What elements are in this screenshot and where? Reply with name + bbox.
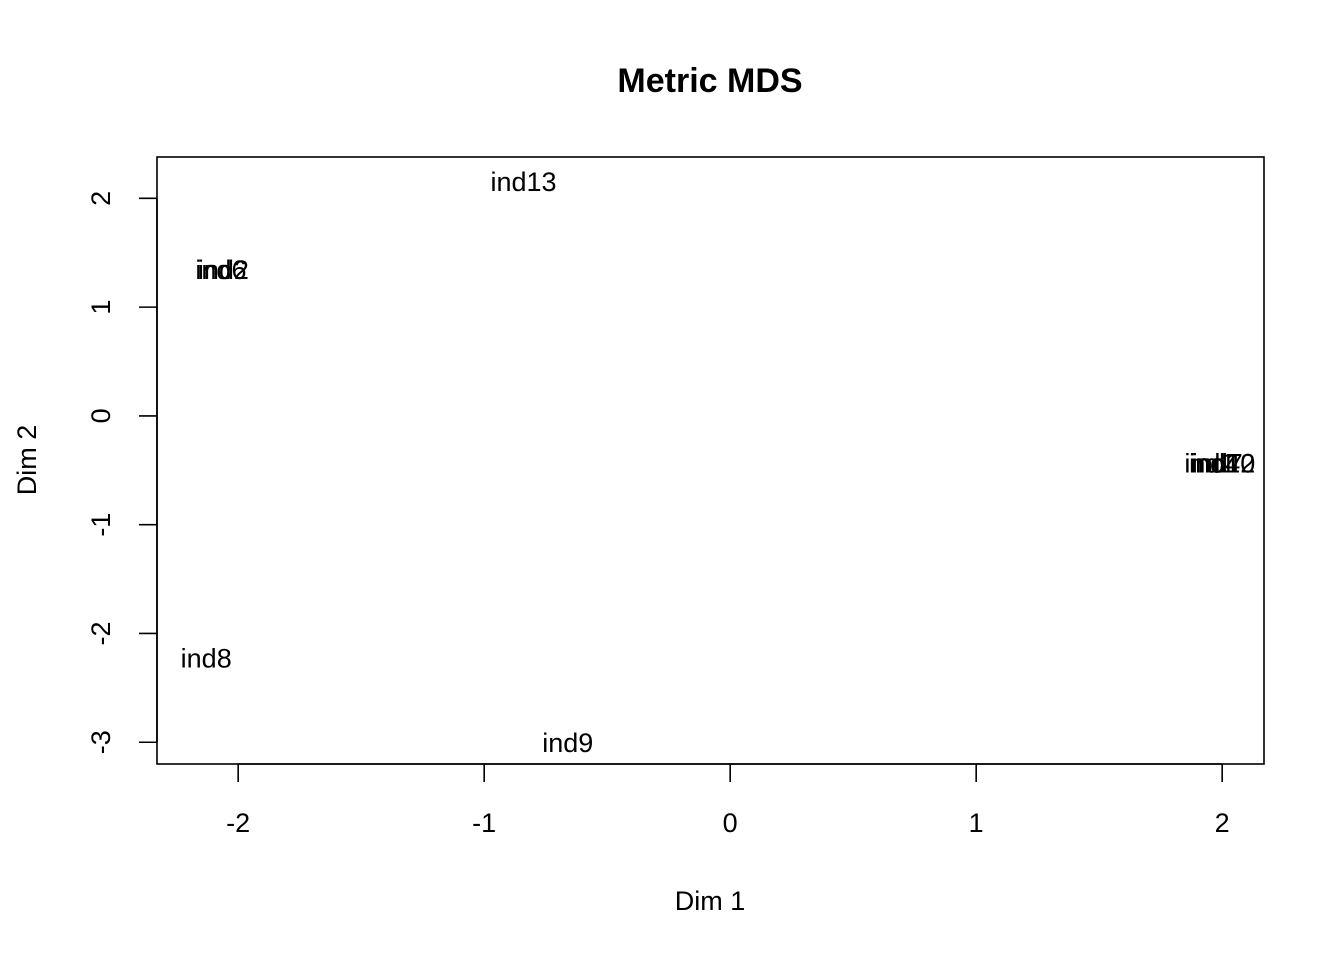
y-axis: -3 -2 -1 0 1 2 xyxy=(86,191,158,754)
x-tick-label: -2 xyxy=(226,808,250,838)
y-axis-title: Dim 2 xyxy=(12,425,42,496)
x-tick-label: 1 xyxy=(969,808,984,838)
point-label-ind13: ind13 xyxy=(491,167,557,197)
point-label-ind7: ind7 xyxy=(1192,449,1243,479)
x-tick-label: -1 xyxy=(472,808,496,838)
y-tick-label: -2 xyxy=(86,621,116,645)
x-axis-title: Dim 1 xyxy=(675,886,746,916)
point-label-ind1: ind1 xyxy=(1184,449,1235,479)
x-tick-label: 2 xyxy=(1215,808,1230,838)
y-tick-label: 0 xyxy=(86,408,116,423)
point-label-ind12: ind12 xyxy=(1189,449,1255,479)
point-label-ind9: ind9 xyxy=(542,728,593,758)
plot-frame xyxy=(156,156,1265,765)
point-label-ind6: ind6 xyxy=(195,255,246,285)
point-label-ind8: ind8 xyxy=(181,643,232,673)
y-tick-label: -1 xyxy=(86,513,116,537)
chart-title: Metric MDS xyxy=(617,62,802,100)
point-label-ind10: ind10 xyxy=(1189,449,1255,479)
y-tick-label: -3 xyxy=(86,730,116,754)
y-tick-label: 2 xyxy=(86,191,116,206)
point-label-ind4: ind4 xyxy=(1189,449,1240,479)
x-axis: -2 -1 0 1 2 xyxy=(226,763,1230,838)
point-label-ind2: ind2 xyxy=(198,255,249,285)
y-tick-label: 1 xyxy=(86,300,116,315)
x-tick-label: 0 xyxy=(723,808,738,838)
